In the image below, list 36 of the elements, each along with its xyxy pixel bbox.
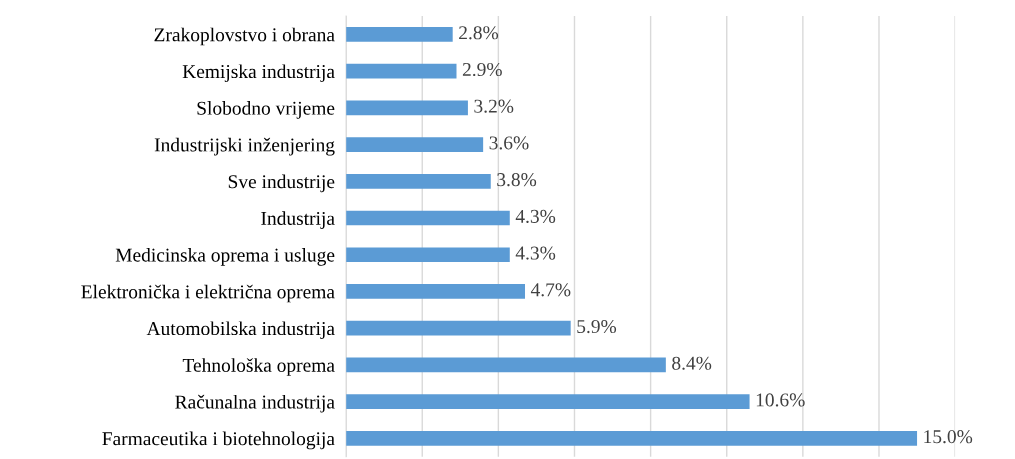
y-tick-label: Elektronička i električna oprema: [81, 284, 335, 303]
data-label: 4.3%: [515, 209, 556, 223]
data-label: 2.9%: [462, 62, 502, 77]
data-label: 2.8%: [459, 26, 499, 40]
y-tick-label: Industrija: [261, 211, 335, 229]
bar: [346, 320, 571, 336]
y-tick-label: Medicinska oprema i usluge: [115, 248, 335, 266]
bar: [346, 137, 484, 152]
bar: [346, 100, 468, 116]
y-tick-label: Kemijska industrija: [182, 64, 335, 83]
data-label: 3.6%: [489, 136, 529, 150]
bar: [346, 247, 510, 263]
y-tick-label: Automobilska industrija: [146, 321, 335, 340]
y-tick-label: Industrijski inženjering: [154, 137, 335, 156]
data-label: 4.7%: [530, 283, 571, 297]
data-label: 10.6%: [756, 393, 805, 407]
data-label: 5.9%: [577, 319, 617, 334]
y-tick-label: Sve industrije: [228, 174, 335, 193]
bar: [346, 27, 453, 42]
y-tick-label: Računalna industrija: [175, 394, 335, 413]
bar: [346, 431, 918, 446]
bar: [346, 173, 491, 189]
y-tick-label: Farmaceutika i biotehnologija: [102, 431, 335, 450]
data-label: 3.2%: [474, 99, 514, 113]
data-label: 3.8%: [497, 173, 537, 187]
bar: [346, 284, 526, 299]
bar: [346, 210, 510, 226]
data-label: 4.3%: [515, 246, 556, 260]
data-label: 8.4%: [672, 356, 712, 370]
bar: [346, 63, 457, 79]
bar: [346, 394, 750, 409]
y-tick-label: Zrakoplovstvo i obrana: [154, 27, 335, 46]
y-tick-label: Slobodno vrijeme: [197, 101, 335, 119]
data-label: 15.0%: [924, 430, 973, 444]
y-tick-label: Tehnološka oprema: [182, 358, 335, 376]
bar: [346, 357, 666, 373]
